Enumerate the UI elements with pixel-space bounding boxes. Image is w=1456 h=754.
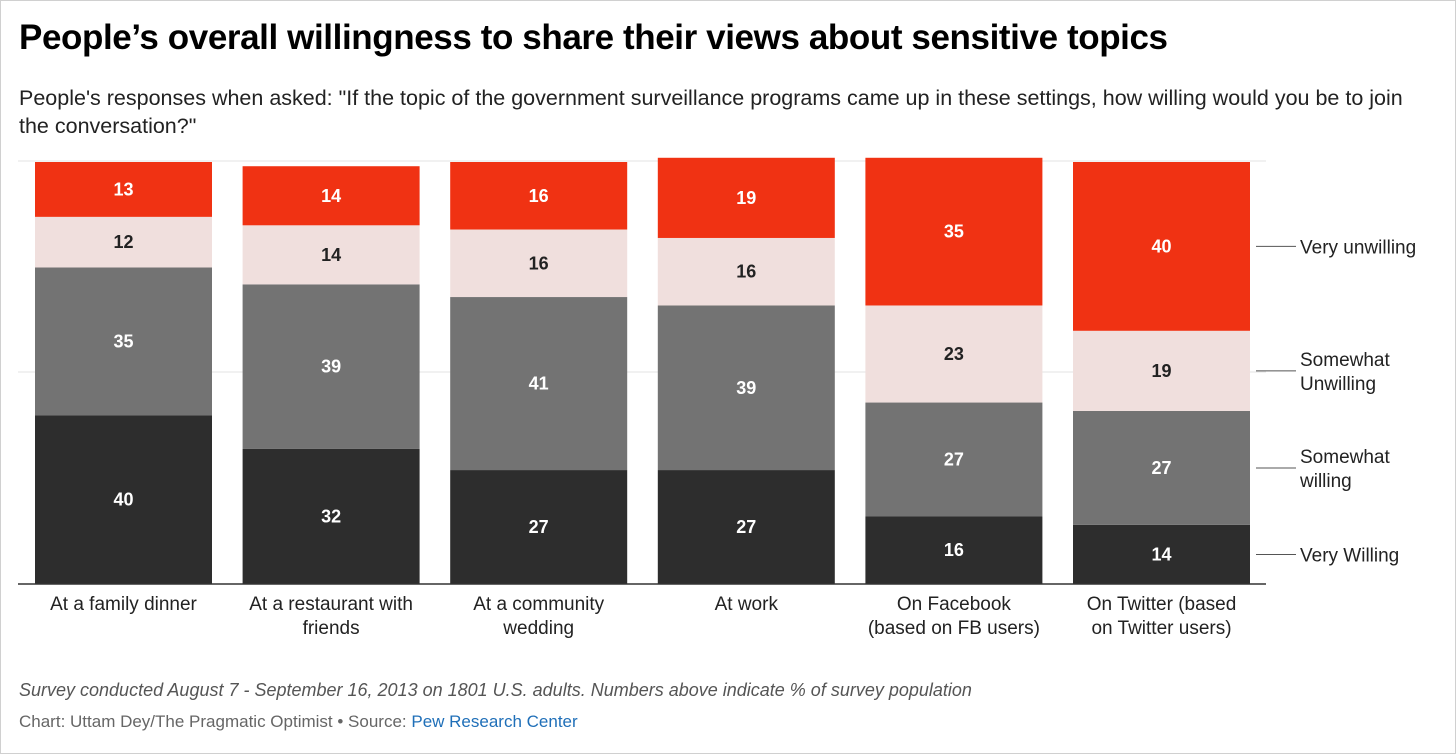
bar-segment-very-unwilling-4 xyxy=(657,157,835,238)
data-label: 16 xyxy=(736,262,756,282)
credit-author: Chart: Uttam Dey/The Pragmatic Optimist xyxy=(19,712,333,731)
bar-segment-very-willing-3 xyxy=(450,470,628,584)
bar-segment-somewhat-willing-6 xyxy=(1073,410,1250,525)
bar-segment-very-unwilling-5 xyxy=(865,157,1043,306)
data-label: 27 xyxy=(1151,458,1171,478)
chart-subtitle: People's responses when asked: "If the t… xyxy=(19,86,1403,138)
data-label: 23 xyxy=(944,344,964,364)
legend-label: Very Willing xyxy=(1300,545,1399,566)
bar-segment-very-willing-4 xyxy=(657,470,835,584)
legend-label: Very unwilling xyxy=(1300,237,1416,258)
bar-segment-very-willing-6 xyxy=(1073,524,1250,584)
category-label: On Facebook xyxy=(897,594,1012,615)
category-label: (based on FB users) xyxy=(868,618,1040,639)
chart-footnote: Survey conducted August 7 - September 16… xyxy=(19,680,972,700)
source-link[interactable]: Pew Research Center xyxy=(411,712,578,731)
bar-segment-somewhat-willing-5 xyxy=(865,402,1043,517)
data-label: 27 xyxy=(736,517,756,537)
data-label: 41 xyxy=(529,374,549,394)
chart-title: People’s overall willingness to share th… xyxy=(19,18,1168,57)
legend-label: Somewhat xyxy=(1300,350,1390,371)
bar-segment-very-unwilling-1 xyxy=(35,162,212,217)
data-label: 16 xyxy=(529,186,549,206)
category-label: At a restaurant with xyxy=(249,594,413,615)
credit-source-label: Source: xyxy=(348,712,412,731)
data-label: 40 xyxy=(1151,236,1171,256)
category-label: on Twitter users) xyxy=(1091,618,1231,639)
category-label: At a family dinner xyxy=(50,594,197,615)
legend-label: willing xyxy=(1299,471,1352,492)
bar-segment-somewhat-willing-3 xyxy=(450,297,628,471)
bar-segment-somewhat-unwilling-5 xyxy=(865,305,1043,403)
bar-segment-very-unwilling-3 xyxy=(450,162,628,230)
category-label: wedding xyxy=(502,618,574,639)
category-label: At work xyxy=(715,594,779,615)
data-label: 40 xyxy=(113,490,133,510)
data-label: 19 xyxy=(736,188,756,208)
bar-segment-somewhat-unwilling-2 xyxy=(242,225,420,285)
bar-segment-somewhat-unwilling-4 xyxy=(657,237,835,306)
data-label: 32 xyxy=(321,506,341,526)
category-label: On Twitter (based xyxy=(1087,594,1237,615)
chart-credit: Chart: Uttam Dey/The Pragmatic Optimist … xyxy=(19,712,578,732)
bar-segment-very-willing-5 xyxy=(865,516,1043,584)
category-label: At a community xyxy=(473,594,604,615)
data-label: 39 xyxy=(736,378,756,398)
bar-segment-somewhat-unwilling-1 xyxy=(35,216,212,268)
legend-label: Unwilling xyxy=(1300,374,1376,395)
bar-segment-very-willing-2 xyxy=(242,448,420,584)
data-label: 19 xyxy=(1151,361,1171,381)
legend-label: Somewhat xyxy=(1300,447,1390,468)
credit-separator: • xyxy=(332,712,349,731)
data-label: 13 xyxy=(113,179,133,199)
bar-segment-somewhat-unwilling-3 xyxy=(450,229,628,298)
category-label: friends xyxy=(303,618,360,639)
data-label: 12 xyxy=(113,232,133,252)
bar-segment-somewhat-willing-4 xyxy=(657,305,835,471)
data-label: 39 xyxy=(321,357,341,377)
data-label: 14 xyxy=(321,186,341,206)
bar-segment-somewhat-willing-2 xyxy=(242,284,420,449)
bar-segment-very-unwilling-2 xyxy=(242,166,420,226)
data-label: 35 xyxy=(113,331,133,351)
data-label: 14 xyxy=(1151,544,1171,564)
bar-segment-very-willing-1 xyxy=(35,415,212,584)
data-label: 16 xyxy=(944,540,964,560)
data-label: 35 xyxy=(944,222,964,242)
data-label: 14 xyxy=(321,245,341,265)
bar-segment-somewhat-unwilling-6 xyxy=(1073,330,1250,411)
bar-segment-very-unwilling-6 xyxy=(1073,162,1250,331)
data-label: 27 xyxy=(529,517,549,537)
data-label: 16 xyxy=(529,253,549,273)
data-label: 27 xyxy=(944,450,964,470)
bar-segment-somewhat-willing-1 xyxy=(35,267,212,416)
